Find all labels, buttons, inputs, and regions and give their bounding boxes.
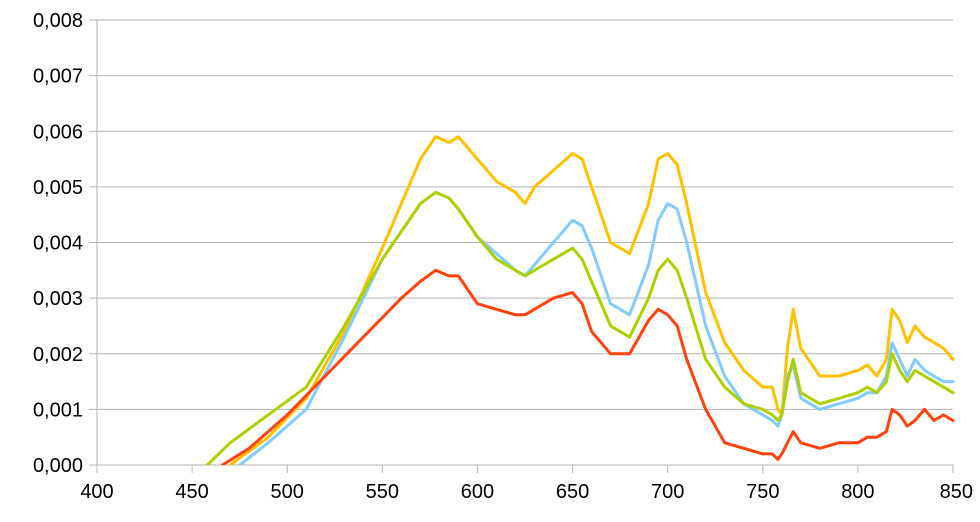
x-tick-label: 750 (746, 481, 779, 503)
y-tick-label: 0,003 (33, 288, 83, 310)
label-layer: 0,000 0,001 0,002 0,003 0,004 0,005 0,006 0,007… (33, 10, 973, 503)
x-tick-label: 400 (80, 481, 113, 503)
series-line-3 (205, 190, 955, 465)
y-tick-label: 0,002 (33, 344, 83, 366)
x-tick-label: 550 (366, 481, 399, 503)
y-tick-label: 0,000 (33, 455, 83, 477)
y-tick-label: 0,007 (33, 66, 83, 88)
x-tick-label: 850 (940, 481, 973, 503)
y-tick-label: 0,001 (33, 399, 83, 421)
y-tick-label: 0,005 (33, 177, 83, 199)
series-line-1 (228, 135, 955, 465)
series-layer (205, 135, 955, 465)
x-tick-label: 800 (841, 481, 874, 503)
grid-layer (97, 19, 953, 466)
y-tick-label: 0,006 (33, 121, 83, 143)
y-tick-label: 0,008 (33, 10, 83, 32)
series-line-4 (221, 268, 955, 465)
x-tick-label: 600 (461, 481, 494, 503)
axis-layer (89, 19, 954, 473)
x-tick-label: 450 (175, 481, 208, 503)
y-tick-label: 0,004 (33, 233, 83, 255)
x-tick-label: 700 (651, 481, 684, 503)
x-tick-label: 650 (556, 481, 589, 503)
x-tick-label: 500 (271, 481, 304, 503)
